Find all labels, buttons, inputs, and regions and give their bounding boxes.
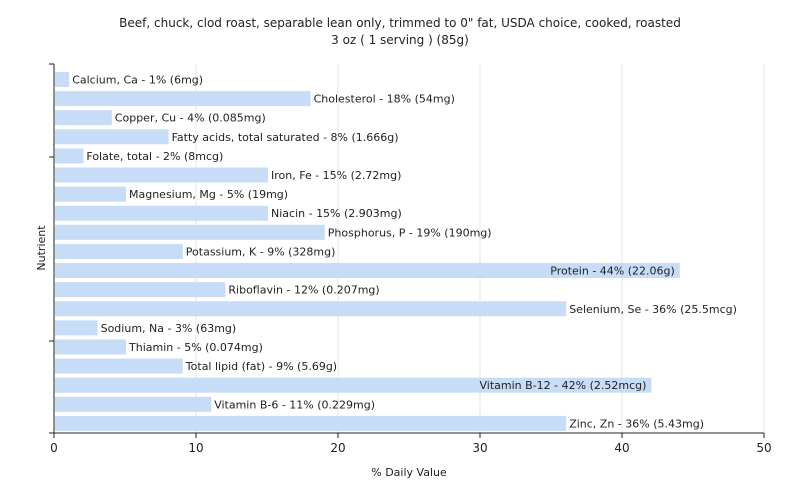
bar (55, 110, 112, 126)
x-tick-labels: 0 10 20 30 40 50 (50, 441, 771, 455)
bar (55, 205, 268, 221)
bar-data-label: Magnesium, Mg - 5% (19mg) (129, 188, 288, 201)
bar (55, 358, 183, 374)
bar-data-label: Cholesterol - 18% (54mg) (314, 93, 455, 106)
bar (55, 282, 226, 298)
bar (55, 224, 325, 240)
bar-data-label: Phosphorus, P - 19% (190mg) (328, 226, 492, 239)
bar-data-label: Potassium, K - 9% (328mg) (186, 245, 336, 258)
x-tick-label: 40 (614, 441, 629, 455)
gridlines (49, 63, 765, 438)
bar (55, 339, 126, 355)
bars: Calcium, Ca - 1% (6mg) Cholesterol - 18% … (55, 72, 737, 431)
bar (55, 263, 680, 279)
bar-data-label: Vitamin B-12 - 42% (2.52mcg) (480, 379, 647, 392)
bar-data-label: Iron, Fe - 15% (2.72mg) (271, 169, 401, 182)
bar-data-label: Fatty acids, total saturated - 8% (1.666… (172, 131, 399, 144)
bar (55, 377, 652, 393)
axes (53, 64, 764, 434)
bar (55, 320, 98, 336)
bar-data-label: Zinc, Zn - 36% (5.43mg) (569, 417, 704, 430)
bar (55, 415, 567, 431)
bar-data-label: Protein - 44% (22.06g) (550, 265, 675, 278)
y-axis-label: Nutrient (35, 225, 48, 271)
bar-data-label: Copper, Cu - 4% (0.085mg) (115, 112, 266, 125)
x-tick-label: 10 (188, 441, 203, 455)
bar-data-label: Folate, total - 2% (8mcg) (86, 150, 223, 163)
bar-data-label: Thiamin - 5% (0.074mg) (128, 341, 263, 354)
chart-subtitle: 3 oz ( 1 serving ) (85g) (331, 33, 469, 47)
bar (55, 72, 70, 87)
bar (55, 129, 169, 145)
x-axis-label: % Daily Value (371, 466, 447, 479)
bar-data-label: Vitamin B-6 - 11% (0.229mg) (214, 398, 375, 411)
x-tick-label: 30 (472, 441, 487, 455)
bar (55, 91, 311, 107)
x-tick-label: 50 (756, 441, 771, 455)
bar-data-label: Sodium, Na - 3% (63mg) (101, 322, 237, 335)
bar (55, 148, 84, 164)
chart-title: Beef, chuck, clod roast, separable lean … (119, 16, 681, 30)
bar-data-label: Calcium, Ca - 1% (6mg) (72, 74, 203, 87)
bar-data-label: Total lipid (fat) - 9% (5.69g) (185, 360, 337, 373)
bar (55, 243, 183, 259)
bar-data-label: Niacin - 15% (2.903mg) (271, 207, 402, 220)
bar (55, 301, 567, 317)
bar-data-label: Selenium, Se - 36% (25.5mcg) (569, 303, 737, 316)
bar (55, 396, 212, 412)
bar (55, 167, 268, 183)
bar (55, 186, 126, 202)
x-tick-label: 0 (50, 441, 58, 455)
bar-data-label: Riboflavin - 12% (0.207mg) (228, 284, 379, 297)
x-tick-label: 20 (330, 441, 345, 455)
